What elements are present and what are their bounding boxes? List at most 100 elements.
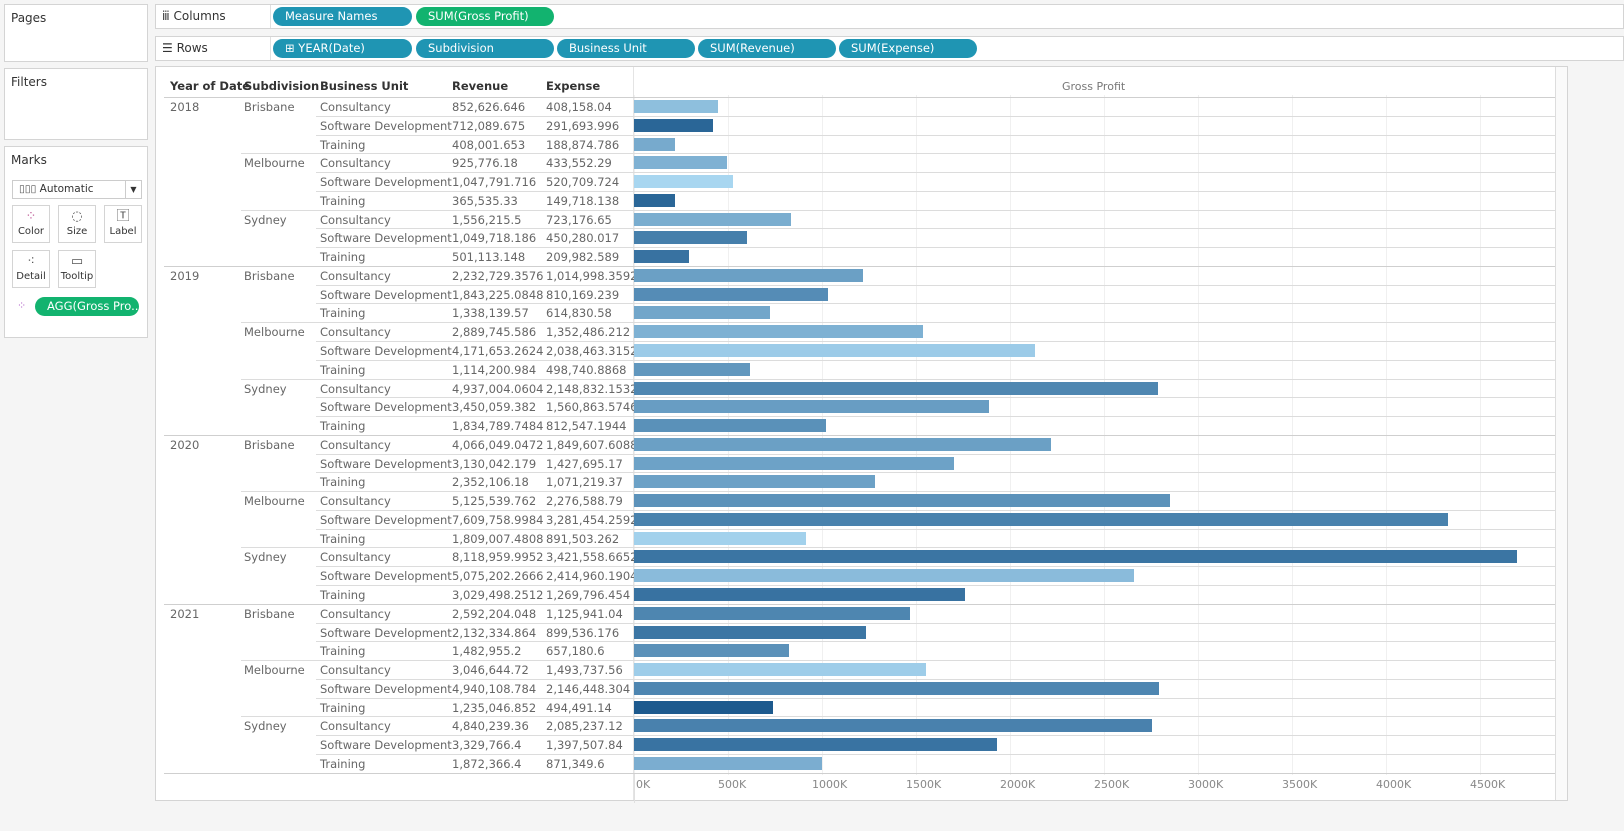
business-unit-label[interactable]: Training <box>320 193 366 208</box>
pill-year-date[interactable]: ⊞ YEAR(Date) <box>273 39 412 58</box>
subdivision-label[interactable]: Melbourne <box>244 663 305 678</box>
color-button[interactable]: ⁘ Color <box>12 205 50 243</box>
gross-profit-bar[interactable] <box>634 512 1448 526</box>
business-unit-label[interactable]: Consultancy <box>320 381 391 396</box>
gross-profit-bar[interactable] <box>634 681 1160 695</box>
business-unit-label[interactable]: Software Development <box>320 400 452 415</box>
business-unit-label[interactable]: Software Development <box>320 681 452 696</box>
header-expense[interactable]: Expense <box>546 79 601 93</box>
label-button[interactable]: 🅃 Label <box>104 205 142 243</box>
business-unit-label[interactable]: Consultancy <box>320 437 391 452</box>
gross-profit-bar[interactable] <box>634 287 829 301</box>
pill-business-unit[interactable]: Business Unit <box>557 39 695 58</box>
gross-profit-bar[interactable] <box>634 437 1051 451</box>
business-unit-label[interactable]: Consultancy <box>320 156 391 171</box>
tooltip-button[interactable]: ▭ Tooltip <box>58 250 96 288</box>
subdivision-label[interactable]: Sydney <box>244 381 287 396</box>
pill-sum-expense[interactable]: SUM(Expense) <box>839 39 977 58</box>
business-unit-label[interactable]: Training <box>320 419 366 434</box>
header-business-unit[interactable]: Business Unit <box>320 79 409 93</box>
gross-profit-bar[interactable] <box>634 569 1135 583</box>
rows-shelf[interactable]: ☰ Rows ⊞ YEAR(Date) Subdivision Business… <box>155 36 1624 61</box>
gross-profit-bar[interactable] <box>634 738 998 752</box>
business-unit-label[interactable]: Software Development <box>320 512 452 527</box>
subdivision-label[interactable]: Sydney <box>244 719 287 734</box>
gross-profit-bar[interactable] <box>634 456 955 470</box>
subdivision-label[interactable]: Brisbane <box>244 268 295 283</box>
business-unit-label[interactable]: Training <box>320 306 366 321</box>
gross-profit-bar[interactable] <box>634 344 1036 357</box>
gross-profit-bar[interactable] <box>634 419 827 433</box>
gross-profit-bar[interactable] <box>634 531 807 545</box>
year-label[interactable]: 2020 <box>170 437 200 452</box>
gross-profit-bar[interactable] <box>634 100 718 113</box>
business-unit-label[interactable]: Training <box>320 700 366 715</box>
gross-profit-bar[interactable] <box>634 231 747 245</box>
subdivision-label[interactable]: Brisbane <box>244 100 295 114</box>
gross-profit-bar[interactable] <box>634 475 875 489</box>
view-pane[interactable]: Year of Date Subdivision Business Unit R… <box>155 66 1568 803</box>
filters-card[interactable]: Filters <box>4 68 148 140</box>
gross-profit-bar[interactable] <box>634 719 1152 733</box>
business-unit-label[interactable]: Software Development <box>320 344 452 358</box>
subdivision-label[interactable]: Brisbane <box>244 437 295 452</box>
gross-profit-bar[interactable] <box>634 663 926 677</box>
size-button[interactable]: ◌ Size <box>58 205 96 243</box>
mark-type-dropdown[interactable]: ▯▯▯ Automatic ▼ <box>12 180 142 199</box>
business-unit-label[interactable]: Consultancy <box>320 719 391 734</box>
gross-profit-bar[interactable] <box>634 325 923 339</box>
detail-button[interactable]: ⁖ Detail <box>12 250 50 288</box>
business-unit-label[interactable]: Consultancy <box>320 606 391 621</box>
business-unit-label[interactable]: Software Development <box>320 569 452 584</box>
gross-profit-bar[interactable] <box>634 362 750 376</box>
pill-subdivision[interactable]: Subdivision <box>416 39 554 58</box>
business-unit-label[interactable]: Consultancy <box>320 325 391 340</box>
gross-profit-bar[interactable] <box>634 400 990 414</box>
gross-profit-bar[interactable] <box>634 175 734 189</box>
business-unit-label[interactable]: Training <box>320 475 366 490</box>
business-unit-label[interactable]: Consultancy <box>320 212 391 227</box>
gross-profit-bar[interactable] <box>634 250 689 264</box>
gross-profit-bar[interactable] <box>634 606 910 620</box>
gross-profit-bar[interactable] <box>634 625 866 639</box>
pill-sum-revenue[interactable]: SUM(Revenue) <box>698 39 836 58</box>
business-unit-label[interactable]: Software Development <box>320 118 452 133</box>
business-unit-label[interactable]: Training <box>320 137 366 152</box>
gross-profit-bar[interactable] <box>634 381 1159 395</box>
year-label[interactable]: 2019 <box>170 268 200 283</box>
business-unit-label[interactable]: Software Development <box>320 625 452 640</box>
business-unit-label[interactable]: Training <box>320 756 366 771</box>
gross-profit-bar[interactable] <box>634 550 1518 564</box>
business-unit-label[interactable]: Software Development <box>320 456 452 471</box>
columns-shelf[interactable]: ⅲ Columns Measure Names SUM(Gross Profit… <box>155 4 1624 29</box>
header-revenue[interactable]: Revenue <box>452 79 509 93</box>
subdivision-label[interactable]: Sydney <box>244 212 287 227</box>
business-unit-label[interactable]: Consultancy <box>320 663 391 678</box>
gross-profit-bar[interactable] <box>634 700 774 714</box>
business-unit-label[interactable]: Consultancy <box>320 100 391 114</box>
business-unit-label[interactable]: Software Development <box>320 231 452 246</box>
business-unit-label[interactable]: Software Development <box>320 738 452 753</box>
business-unit-label[interactable]: Training <box>320 644 366 659</box>
business-unit-label[interactable]: Training <box>320 531 366 546</box>
year-label[interactable]: 2021 <box>170 606 200 621</box>
business-unit-label[interactable]: Consultancy <box>320 550 391 565</box>
subdivision-label[interactable]: Melbourne <box>244 494 305 509</box>
gross-profit-bar[interactable] <box>634 588 965 602</box>
gross-profit-bar[interactable] <box>634 756 823 770</box>
gross-profit-bar[interactable] <box>634 156 727 170</box>
pill-sum-gross-profit[interactable]: SUM(Gross Profit) <box>416 7 554 26</box>
gross-profit-bar[interactable] <box>634 644 790 658</box>
gross-profit-bar[interactable] <box>634 306 770 320</box>
subdivision-label[interactable]: Melbourne <box>244 325 305 340</box>
business-unit-label[interactable]: Training <box>320 362 366 377</box>
header-year[interactable]: Year of Date <box>170 79 251 93</box>
business-unit-label[interactable]: Consultancy <box>320 268 391 283</box>
year-label[interactable]: 2018 <box>170 100 200 114</box>
gross-profit-bar[interactable] <box>634 268 863 282</box>
gross-profit-bar[interactable] <box>634 494 1170 508</box>
business-unit-label[interactable]: Consultancy <box>320 494 391 509</box>
gross-profit-bar[interactable] <box>634 137 676 151</box>
gross-profit-bar[interactable] <box>634 193 675 207</box>
header-subdivision[interactable]: Subdivision <box>244 79 320 93</box>
